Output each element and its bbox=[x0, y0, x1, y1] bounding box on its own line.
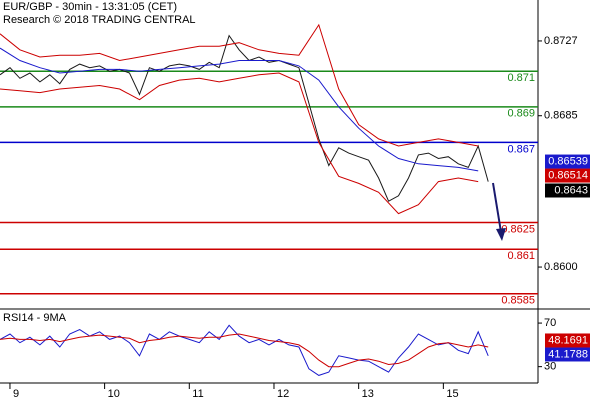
forecast-arrow bbox=[492, 182, 502, 233]
level-label: 0.861 bbox=[507, 250, 535, 262]
chart-subtitle: Research © 2018 TRADING CENTRAL bbox=[3, 14, 196, 26]
price-tag bbox=[545, 183, 590, 198]
series-line bbox=[0, 324, 489, 376]
level-label: 0.8585 bbox=[501, 295, 535, 307]
x-tick-label: 10 bbox=[108, 388, 120, 400]
y-tick-label: 30 bbox=[544, 361, 556, 373]
y-tick-label: 0.8600 bbox=[544, 261, 578, 273]
series-line bbox=[0, 47, 479, 172]
level-label: 0.871 bbox=[507, 72, 535, 84]
price-tag bbox=[545, 168, 590, 183]
rsi-title: RSI14 - 9MA bbox=[3, 312, 67, 324]
price-tag-label: 0.86514 bbox=[548, 169, 588, 181]
x-tick-label: 9 bbox=[13, 388, 19, 400]
chart-title: EUR/GBP - 30min - 13:31:05 (CET) bbox=[3, 1, 177, 13]
price-tag bbox=[545, 347, 590, 362]
price-tag-label: 48.1691 bbox=[548, 334, 588, 346]
price-panel: 0.8727 0.8685 0.8600 0.871 0.869 0.867 0.8625 0… bbox=[0, 23, 590, 307]
series-line bbox=[0, 34, 489, 202]
y-tick-label: 0.8727 bbox=[544, 35, 578, 47]
y-tick-label: 70 bbox=[544, 317, 556, 329]
price-tag bbox=[545, 333, 590, 348]
y-tick-label: 0.8685 bbox=[544, 110, 578, 122]
price-tag-label: 0.8643 bbox=[554, 184, 588, 196]
forecast-arrowhead bbox=[496, 228, 506, 241]
x-tick-label: 12 bbox=[277, 388, 289, 400]
price-tag-label: 41.1788 bbox=[548, 348, 588, 360]
series-line bbox=[0, 72, 479, 215]
price-tag-label: 0.86539 bbox=[548, 155, 588, 167]
level-label: 0.869 bbox=[507, 108, 535, 120]
x-tick-label: 13 bbox=[362, 388, 374, 400]
price-tag bbox=[545, 154, 590, 169]
level-label: 0.8625 bbox=[501, 223, 535, 235]
series-line bbox=[0, 23, 479, 147]
series-line bbox=[0, 333, 489, 368]
x-tick-label: 15 bbox=[446, 388, 458, 400]
level-label: 0.867 bbox=[507, 143, 535, 155]
x-tick-label: 11 bbox=[192, 388, 203, 400]
